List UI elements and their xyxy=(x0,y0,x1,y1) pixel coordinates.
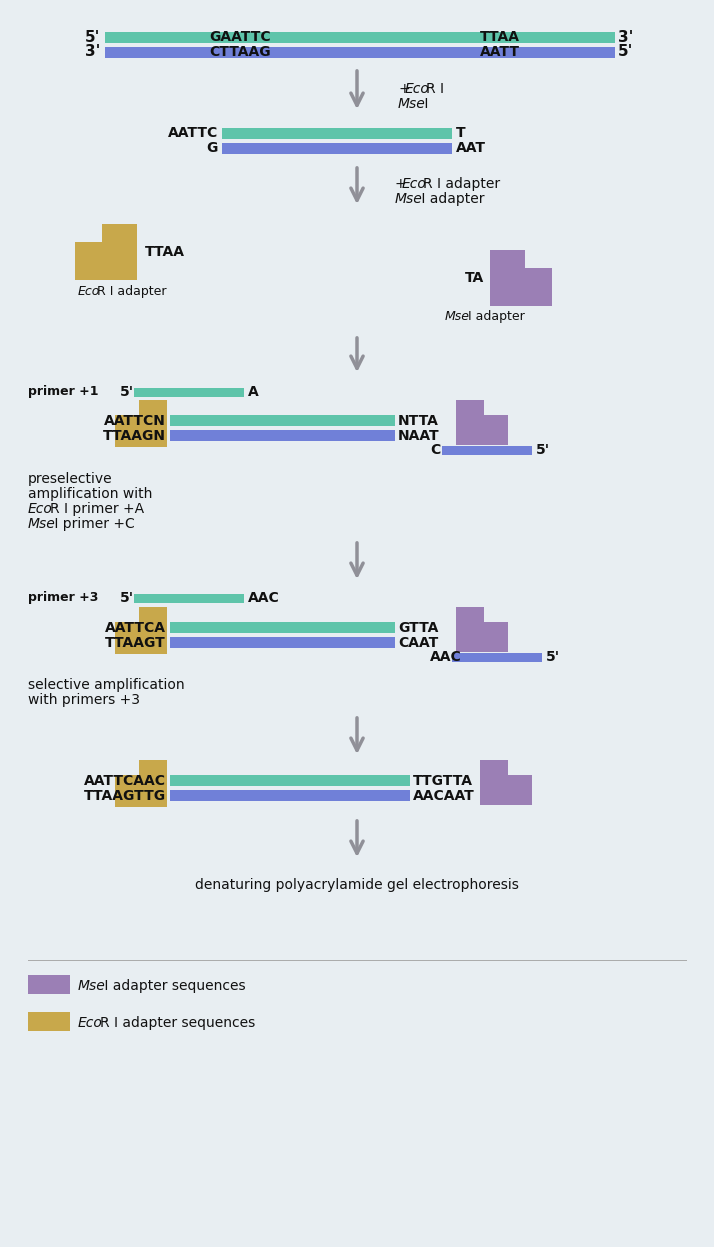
Text: Eco: Eco xyxy=(78,1016,103,1030)
Text: AATTC: AATTC xyxy=(168,126,218,140)
Text: Mse: Mse xyxy=(78,979,106,993)
Text: AATTCN: AATTCN xyxy=(104,414,166,428)
Text: selective amplification: selective amplification xyxy=(28,678,185,692)
Text: GAATTC: GAATTC xyxy=(209,30,271,44)
Bar xyxy=(28,1013,70,1031)
Bar xyxy=(452,653,542,662)
Text: 5': 5' xyxy=(536,443,550,456)
Bar xyxy=(115,622,167,653)
Bar xyxy=(75,242,137,281)
Text: AAC: AAC xyxy=(430,650,462,663)
Text: TA: TA xyxy=(465,271,484,286)
Text: TTAA: TTAA xyxy=(480,30,520,44)
Text: CTTAAG: CTTAAG xyxy=(209,45,271,59)
Text: primer +3: primer +3 xyxy=(28,591,99,605)
Text: TTAA: TTAA xyxy=(145,244,185,259)
Text: C: C xyxy=(430,443,441,456)
Text: G: G xyxy=(206,141,218,155)
Text: Eco: Eco xyxy=(402,177,427,191)
Text: amplification with: amplification with xyxy=(28,488,152,501)
Bar xyxy=(456,400,484,415)
Text: AATT: AATT xyxy=(480,45,520,59)
Text: TTAAGN: TTAAGN xyxy=(103,429,166,443)
Text: I adapter: I adapter xyxy=(464,311,526,323)
Bar xyxy=(170,622,395,633)
Bar xyxy=(115,774,167,807)
Text: 5': 5' xyxy=(120,385,134,399)
Bar xyxy=(480,759,508,774)
Text: Eco: Eco xyxy=(28,503,53,516)
Bar xyxy=(28,975,70,994)
Text: Mse: Mse xyxy=(445,311,470,323)
Text: +: + xyxy=(395,177,407,191)
Text: GTTA: GTTA xyxy=(398,621,438,635)
Bar xyxy=(456,415,508,445)
Text: TTGTTA: TTGTTA xyxy=(413,774,473,788)
Text: R I adapter sequences: R I adapter sequences xyxy=(99,1016,255,1030)
Text: Mse: Mse xyxy=(28,518,56,531)
Bar xyxy=(222,143,452,153)
Bar xyxy=(170,791,410,801)
Text: I primer +C: I primer +C xyxy=(49,518,134,531)
Text: NAAT: NAAT xyxy=(398,429,440,443)
Bar xyxy=(170,415,395,426)
Bar xyxy=(490,249,525,268)
Text: I: I xyxy=(420,97,428,111)
Bar xyxy=(105,47,615,59)
Text: 3': 3' xyxy=(618,30,633,45)
Bar xyxy=(134,594,244,604)
Text: primer +1: primer +1 xyxy=(28,385,99,399)
Text: 5': 5' xyxy=(546,650,560,663)
Text: AAC: AAC xyxy=(248,591,280,605)
Text: AAT: AAT xyxy=(456,141,486,155)
Text: A: A xyxy=(248,385,258,399)
Text: R I: R I xyxy=(426,82,444,96)
Text: R I primer +A: R I primer +A xyxy=(49,503,144,516)
Text: Mse: Mse xyxy=(398,97,426,111)
Text: Eco: Eco xyxy=(78,286,101,298)
Bar xyxy=(480,774,532,806)
Text: 5': 5' xyxy=(120,591,134,605)
Bar xyxy=(170,637,395,648)
Text: denaturing polyacrylamide gel electrophoresis: denaturing polyacrylamide gel electropho… xyxy=(195,878,519,892)
Text: with primers +3: with primers +3 xyxy=(28,693,140,707)
Text: CAAT: CAAT xyxy=(398,636,438,650)
Bar xyxy=(170,430,395,441)
Text: +: + xyxy=(398,82,410,96)
Bar xyxy=(139,759,167,774)
Text: 5': 5' xyxy=(85,30,100,45)
Text: T: T xyxy=(456,126,466,140)
Bar xyxy=(115,415,167,446)
Text: Mse: Mse xyxy=(395,192,423,206)
Text: AATTCA: AATTCA xyxy=(105,621,166,635)
Bar xyxy=(456,622,508,652)
Text: R I adapter: R I adapter xyxy=(97,286,167,298)
Text: I adapter sequences: I adapter sequences xyxy=(99,979,245,993)
Bar xyxy=(105,32,615,42)
Bar xyxy=(456,607,484,622)
Text: 5': 5' xyxy=(618,45,633,60)
Bar xyxy=(442,446,532,455)
Text: TTAAGT: TTAAGT xyxy=(105,636,166,650)
Text: TTAAGTTG: TTAAGTTG xyxy=(84,789,166,803)
Text: R I adapter: R I adapter xyxy=(423,177,501,191)
Text: I adapter: I adapter xyxy=(416,192,484,206)
Bar xyxy=(102,224,137,242)
Text: AATTCAAC: AATTCAAC xyxy=(84,774,166,788)
Bar xyxy=(139,400,167,415)
Bar xyxy=(134,388,244,397)
Bar xyxy=(222,128,452,138)
Text: 3': 3' xyxy=(85,45,100,60)
Text: Eco: Eco xyxy=(405,82,430,96)
Bar xyxy=(490,268,552,306)
Text: NTTA: NTTA xyxy=(398,414,439,428)
Bar xyxy=(139,607,167,622)
Bar xyxy=(170,774,410,786)
Text: AACAAT: AACAAT xyxy=(413,789,475,803)
Text: preselective: preselective xyxy=(28,473,113,486)
